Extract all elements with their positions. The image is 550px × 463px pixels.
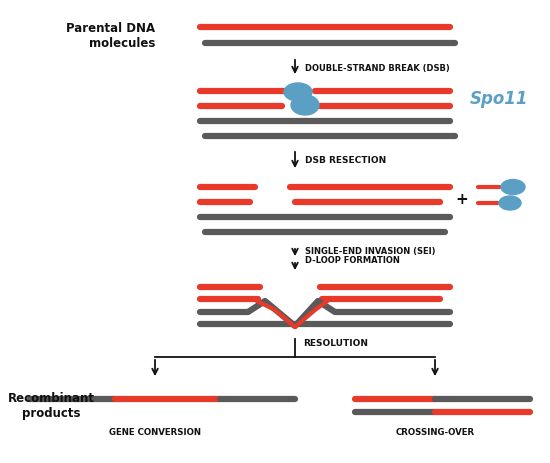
Ellipse shape [284, 84, 312, 102]
Text: DOUBLE-STRAND BREAK (DSB): DOUBLE-STRAND BREAK (DSB) [305, 63, 450, 72]
Text: D-LOOP FORMATION: D-LOOP FORMATION [305, 256, 400, 265]
Ellipse shape [291, 96, 319, 116]
Text: Parental DNA
molecules: Parental DNA molecules [66, 22, 155, 50]
Text: DSB RESECTION: DSB RESECTION [305, 156, 386, 165]
Text: GENE CONVERSION: GENE CONVERSION [109, 427, 201, 437]
Text: Spo11: Spo11 [470, 90, 529, 108]
Ellipse shape [501, 180, 525, 195]
Text: Recombinant
products: Recombinant products [8, 391, 95, 419]
Text: +: + [455, 192, 469, 207]
Text: SINGLE-END INVASION (SEI): SINGLE-END INVASION (SEI) [305, 247, 436, 256]
Text: CROSSING-OVER: CROSSING-OVER [395, 427, 475, 437]
Ellipse shape [499, 197, 521, 211]
Text: RESOLUTION: RESOLUTION [303, 339, 368, 348]
